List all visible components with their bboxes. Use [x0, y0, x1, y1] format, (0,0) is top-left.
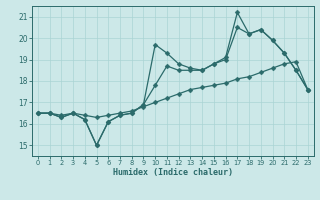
- X-axis label: Humidex (Indice chaleur): Humidex (Indice chaleur): [113, 168, 233, 177]
